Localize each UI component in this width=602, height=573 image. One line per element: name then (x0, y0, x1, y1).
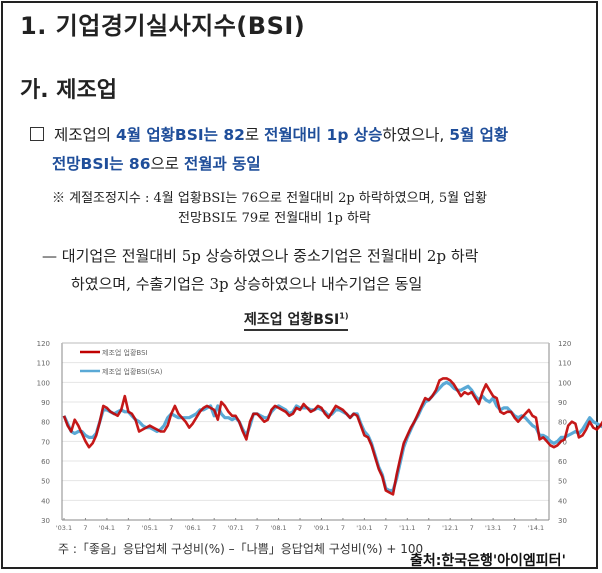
chart-footnote: 주 :「좋음」응답업체 구성비(%) –「나쁨」응답업체 구성비(%) + 10… (58, 542, 424, 556)
section-heading: 1. 기업경기실사지수(BSI) (20, 12, 306, 40)
legend-item-bsi-sa: 제조업 업황BSI(SA) (102, 367, 163, 376)
series-line-bsi (62, 377, 602, 496)
x-tick-label: '14.1 (528, 524, 544, 532)
subsection-heading: 가. 제조업 (20, 78, 117, 103)
y-tick-label-left: 30 (41, 517, 50, 525)
x-tick-label: '10.1 (356, 524, 372, 532)
x-tick-label: '09.1 (313, 524, 329, 532)
x-tick-label: 7 (341, 524, 345, 532)
summary-text: 하였으나, (382, 126, 450, 144)
x-tick-label: '13.1 (485, 524, 501, 532)
x-tick-label: '08.1 (270, 524, 286, 532)
source-credit: 출처:한국은행'아이엠피터' (410, 553, 566, 569)
x-tick-label: '11.1 (399, 524, 415, 532)
summary-text: 으로 (150, 155, 184, 173)
highlight-text: 전월대비 1p 상승 (264, 126, 383, 144)
summary-text: 로 (244, 126, 265, 144)
y-tick-label-left: 50 (41, 478, 50, 486)
x-tick-label: 7 (470, 524, 474, 532)
highlight-text: 전월과 동일 (183, 155, 261, 173)
bsi-line-chart: 30 30 40 40 50 50 60 60 70 70 80 80 90 90 100 100 110 110… (37, 340, 602, 532)
highlight-text: 5월 업황 (449, 126, 509, 144)
highlight-text: 4월 업황BSI는 82 (115, 126, 245, 144)
y-tick-label-left: 60 (41, 458, 50, 466)
summary-line-1-text: 제조업의 4월 업황BSI는 82로 전월대비 1p 상승하였으나, 5월 업황 (54, 126, 508, 144)
x-tick-label: 7 (212, 524, 216, 532)
x-tick-label: 7 (169, 524, 173, 532)
x-tick-label: 7 (83, 524, 87, 532)
x-tick-label: 7 (384, 524, 388, 532)
y-tick-label-right: 50 (558, 478, 567, 486)
y-tick-label-left: 100 (37, 379, 50, 387)
x-tick-label: '05.1 (142, 524, 158, 532)
x-tick-label: 7 (126, 524, 130, 532)
y-tick-label-left: 110 (37, 360, 50, 368)
y-tick-label-right: 40 (558, 497, 567, 505)
firm-size-detail: — 대기업은 전월대비 5p 상승하였으나 중소기업은 전월대비 2p 하락 하… (42, 242, 592, 298)
y-tick-label-right: 80 (558, 419, 567, 427)
x-tick-label: 7 (427, 524, 431, 532)
summary-line-2: 전망BSI는 86으로 전월과 동일 (30, 150, 590, 179)
summary-line-1: 제조업의 4월 업황BSI는 82로 전월대비 1p 상승하였으나, 5월 업황 (30, 121, 590, 150)
square-bullet-icon (30, 127, 44, 141)
note-line-2: 전망BSI도 79로 전월대비 1p 하락 (178, 211, 371, 226)
x-tick-label: '12.1 (442, 524, 458, 532)
y-tick-label-right: 100 (558, 379, 571, 387)
chart-title: 제조업 업황BSI1) (244, 309, 349, 331)
detail-line-1: — 대기업은 전월대비 5p 상승하였으나 중소기업은 전월대비 2p 하락 (42, 247, 479, 265)
note-line-1: ※ 계절조정지수 : 4월 업황BSI는 76으로 전월대비 2p 하락하였으며… (52, 191, 488, 206)
detail-line-2: 하였으며, 수출기업은 3p 상승하였으나 내수기업은 동일 (71, 275, 423, 293)
y-tick-label-right: 70 (558, 438, 567, 446)
x-tick-label: '03.1 (56, 524, 72, 532)
seasonal-adjustment-note: ※ 계절조정지수 : 4월 업황BSI는 76으로 전월대비 2p 하락하였으며… (52, 189, 592, 229)
y-tick-label-right: 30 (558, 517, 567, 525)
chart-title-text: 제조업 업황BSI (244, 312, 340, 328)
x-tick-label: '04.1 (99, 524, 115, 532)
summary-text: 제조업의 (54, 126, 116, 144)
y-tick-label-left: 70 (41, 438, 50, 446)
chart-title-footnote-mark: 1) (339, 311, 349, 321)
y-tick-label-right: 90 (558, 399, 567, 407)
x-tick-label: '07.1 (228, 524, 244, 532)
y-tick-label-right: 60 (558, 458, 567, 466)
y-tick-label-left: 40 (41, 497, 50, 505)
x-tick-label: '06.1 (185, 524, 201, 532)
y-tick-label-right: 110 (558, 360, 571, 368)
y-tick-label-left: 120 (37, 340, 50, 348)
y-tick-label-right: 120 (558, 340, 571, 348)
y-tick-label-left: 80 (41, 419, 50, 427)
summary-bullet: 제조업의 4월 업황BSI는 82로 전월대비 1p 상승하였으나, 5월 업황… (30, 121, 590, 179)
series-line-bsi-sa (62, 380, 602, 493)
y-tick-label-left: 90 (41, 399, 50, 407)
legend-item-bsi: 제조업 업황BSI (102, 348, 148, 357)
x-tick-label: 7 (298, 524, 302, 532)
highlight-text: 전망BSI는 86 (52, 155, 151, 173)
x-tick-label: 7 (255, 524, 259, 532)
x-tick-label: 7 (513, 524, 517, 532)
